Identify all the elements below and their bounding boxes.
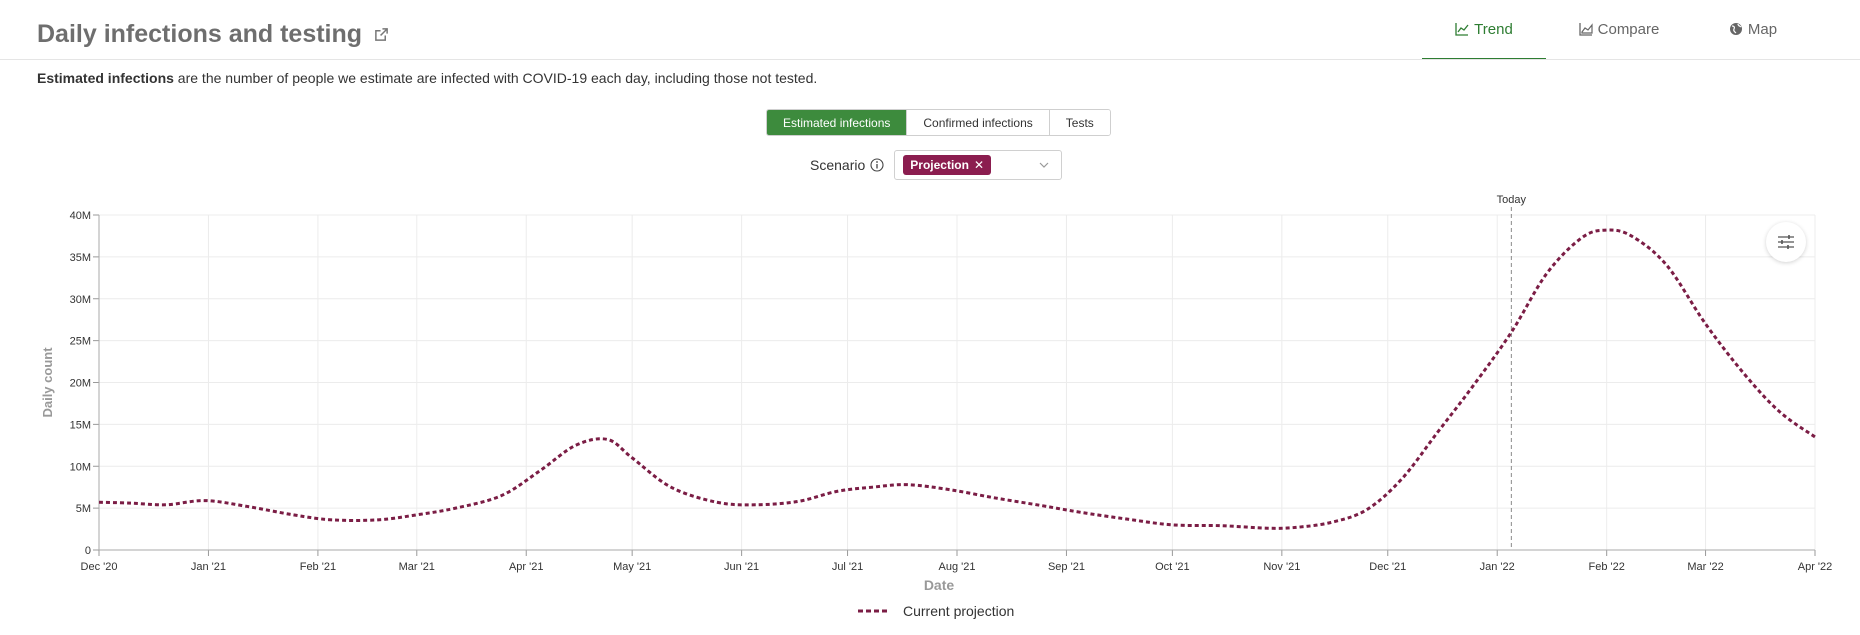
tab-map[interactable]: Map	[1692, 0, 1814, 58]
y-tick-label: 35M	[70, 252, 91, 264]
today-marker: Today	[1497, 194, 1527, 550]
globe-icon	[1729, 23, 1742, 35]
projection-tag: Projection ✕	[903, 155, 992, 175]
y-tick-label: 10M	[70, 461, 91, 473]
chart-legend: Current projection	[858, 603, 1014, 619]
page-title-text: Daily infections and testing	[37, 20, 363, 48]
sliders-icon	[1778, 235, 1794, 249]
x-tick-label: Dec '20	[81, 561, 118, 573]
tab-trend[interactable]: Trend	[1422, 0, 1546, 60]
description-bold: Estimated infections	[37, 70, 174, 86]
area-chart-icon	[1578, 23, 1593, 36]
x-tick-label: Apr '22	[1798, 561, 1833, 573]
chart-series	[98, 228, 1816, 530]
tab-trend-label: Trend	[1474, 20, 1513, 38]
estimated-infections-button[interactable]: Estimated infections	[767, 110, 907, 135]
y-tick-label: 0	[85, 545, 91, 557]
y-tick-label: 25M	[70, 336, 91, 348]
tab-compare[interactable]: Compare	[1546, 0, 1692, 58]
legend-label: Current projection	[903, 603, 1014, 619]
remove-tag-icon[interactable]: ✕	[973, 158, 985, 172]
tab-map-label: Map	[1747, 20, 1778, 38]
x-tick-label: Nov '21	[1263, 561, 1300, 573]
x-axis-title: Date	[924, 577, 955, 593]
x-tick-label: Jan '22	[1480, 561, 1515, 573]
scenario-label: Scenario	[810, 157, 866, 173]
y-tick-label: 40M	[70, 210, 91, 222]
info-icon[interactable]	[870, 158, 884, 172]
page-title: Daily infections and testing	[37, 20, 389, 49]
scenario-selector: Scenario Projection ✕	[810, 150, 1063, 180]
y-tick-label: 20M	[70, 378, 91, 390]
x-tick-label: Jan '21	[191, 561, 226, 573]
metric-toggle: Estimated infections Confirmed infection…	[766, 109, 1111, 136]
chart-grid	[98, 214, 1816, 551]
x-tick-label: Mar '21	[399, 561, 435, 573]
chart-axes: 0 5M 10M 15M 20M 25M 30M 35M 40M Dec '20 Jan '21 Fe…	[40, 210, 1832, 593]
view-tabs: Trend Compare Map	[1422, 0, 1860, 60]
header-divider	[0, 59, 1860, 60]
x-tick-label: May '21	[613, 561, 651, 573]
today-label: Today	[1497, 194, 1527, 206]
x-tick-label: Feb '22	[1588, 561, 1624, 573]
confirmed-infections-button[interactable]: Confirmed infections	[906, 110, 1049, 135]
series-line-0	[98, 228, 1816, 530]
x-tick-label: Oct '21	[1155, 561, 1190, 573]
description-rest: are the number of people we estimate are…	[173, 70, 818, 86]
y-axis-title: Daily count	[40, 347, 55, 418]
x-tick-label: Dec '21	[1369, 561, 1406, 573]
x-tick-label: Sep '21	[1048, 561, 1085, 573]
tests-button[interactable]: Tests	[1048, 110, 1110, 135]
x-tick-label: Jul '21	[832, 561, 863, 573]
scenario-select[interactable]: Projection ✕	[894, 150, 1063, 180]
x-tick-label: Aug '21	[939, 561, 976, 573]
y-tick-label: 30M	[70, 294, 91, 306]
tab-compare-label: Compare	[1597, 20, 1660, 38]
y-tick-label: 5M	[76, 503, 91, 515]
description: Estimated infections are the number of p…	[37, 70, 817, 86]
external-link-icon[interactable]	[374, 27, 389, 42]
line-chart-icon	[1455, 23, 1469, 36]
x-tick-label: Jun '21	[724, 561, 759, 573]
x-tick-label: Mar '22	[1687, 561, 1723, 573]
projection-tag-label: Projection	[910, 158, 969, 172]
chevron-down-icon	[1039, 162, 1049, 168]
chart: 0 5M 10M 15M 20M 25M 30M 35M 40M Dec '20 Jan '21 Fe…	[40, 194, 1832, 619]
y-tick-label: 15M	[70, 419, 91, 431]
x-tick-label: Feb '21	[300, 561, 336, 573]
chart-settings-button[interactable]	[1766, 222, 1806, 262]
x-tick-label: Apr '21	[509, 561, 544, 573]
